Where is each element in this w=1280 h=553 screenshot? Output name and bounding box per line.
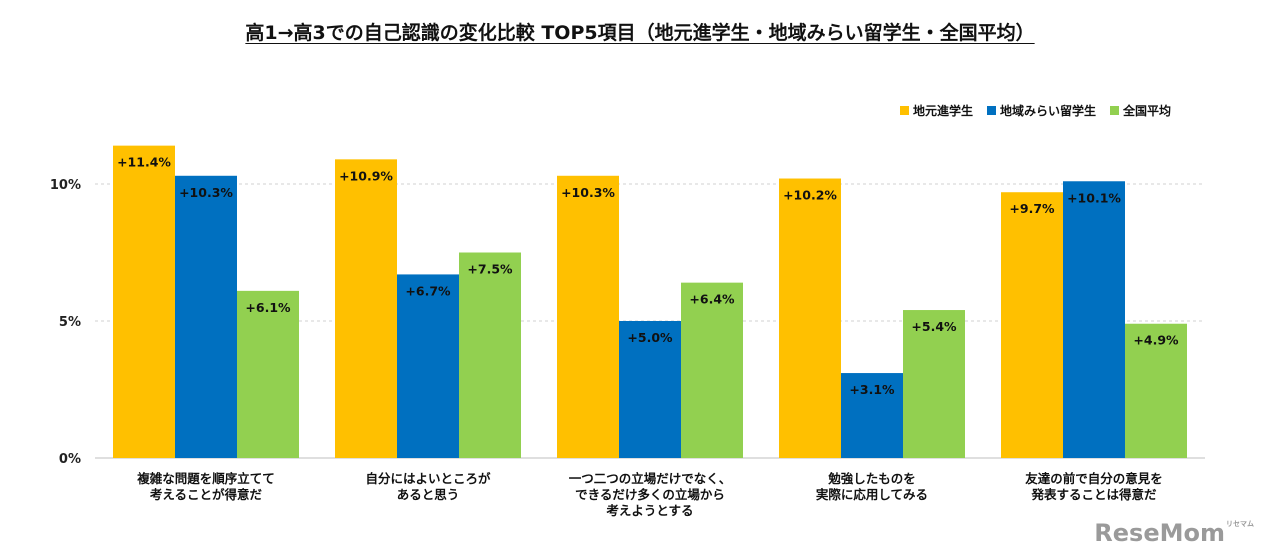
chart-legend: 地元進学生 地域みらい留学生 全国平均 xyxy=(900,102,1230,119)
legend-item-local: 地元進学生 xyxy=(900,102,973,119)
category-label-line: 実際に応用してみる xyxy=(816,487,928,502)
chart-title: 高1→高3での自己認識の変化比較 TOP5項目（地元進学生・地域みらい留学生・全… xyxy=(245,22,1035,44)
category-label-line: できるだけ多くの立場から xyxy=(575,487,725,502)
data-label: +7.5% xyxy=(467,262,513,277)
data-label: +10.9% xyxy=(339,168,393,183)
legend-label-mirai: 地域みらい留学生 xyxy=(1000,104,1097,118)
resemom-logo: ReseMomリセマム xyxy=(1094,519,1254,547)
legend-label-local: 地元進学生 xyxy=(913,104,974,118)
data-label: +4.9% xyxy=(1133,333,1179,348)
category-label: 複雑な問題を順序立てて考えることが得意だ xyxy=(136,471,275,502)
bar-1-3 xyxy=(557,175,619,458)
data-label: +10.1% xyxy=(1067,190,1121,205)
bar-2-1 xyxy=(175,175,237,458)
category-label-line: 発表することは得意だ xyxy=(1030,487,1157,502)
legend-item-national: 全国平均 xyxy=(1110,102,1171,119)
bar-3-5 xyxy=(1125,323,1187,458)
data-label: +3.1% xyxy=(849,382,895,397)
bar-1-5 xyxy=(1001,192,1063,458)
category-label: 自分にはよいところがあると思う xyxy=(365,471,491,502)
legend-item-mirai: 地域みらい留学生 xyxy=(987,102,1096,119)
bar-2-2 xyxy=(397,274,459,458)
bar-1-4 xyxy=(779,178,841,458)
y-tick-label: 0% xyxy=(59,452,81,467)
data-label: +10.3% xyxy=(179,185,233,200)
category-label-line: 考えることが得意だ xyxy=(150,487,263,502)
bar-3-2 xyxy=(459,252,521,458)
category-label-line: 一つ二つの立場だけでなく、 xyxy=(569,471,732,486)
data-label: +5.0% xyxy=(627,330,673,345)
data-label: +5.4% xyxy=(911,319,957,334)
y-tick-label: 5% xyxy=(59,315,81,330)
category-label: 勉強したものを実際に応用してみる xyxy=(816,471,928,502)
bar-3-4 xyxy=(903,310,965,458)
data-label: +6.7% xyxy=(405,283,451,298)
bar-2-3 xyxy=(619,321,681,458)
category-label: 友達の前で自分の意見を発表することは得意だ xyxy=(1024,471,1163,502)
bar-2-5 xyxy=(1063,181,1125,458)
legend-swatch-national xyxy=(1110,106,1120,115)
category-label-line: あると思う xyxy=(397,487,460,502)
bar-2-4 xyxy=(841,373,903,458)
category-label-line: 複雑な問題を順序立てて xyxy=(136,471,275,486)
category-label-line: 自分にはよいところが xyxy=(365,471,491,486)
category-label: 一つ二つの立場だけでなく、できるだけ多くの立場から考えようとする xyxy=(569,471,732,518)
data-label: +10.3% xyxy=(561,185,615,200)
bar-3-1 xyxy=(237,290,299,458)
category-label-line: 友達の前で自分の意見を xyxy=(1024,471,1163,486)
y-tick-label: 10% xyxy=(50,178,81,193)
category-label-line: 考えようとする xyxy=(606,503,693,518)
data-label: +6.1% xyxy=(245,300,291,315)
data-label: +10.2% xyxy=(783,188,837,203)
bar-1-1 xyxy=(113,145,175,458)
data-label: +6.4% xyxy=(689,292,735,307)
legend-label-national: 全国平均 xyxy=(1123,104,1172,118)
legend-swatch-mirai xyxy=(987,106,997,115)
data-label: +11.4% xyxy=(117,155,171,170)
legend-swatch-local xyxy=(900,106,909,115)
data-label: +9.7% xyxy=(1009,201,1055,216)
category-label-line: 勉強したものを xyxy=(827,471,916,486)
bar-1-2 xyxy=(335,159,397,458)
bar-3-3 xyxy=(681,282,743,458)
